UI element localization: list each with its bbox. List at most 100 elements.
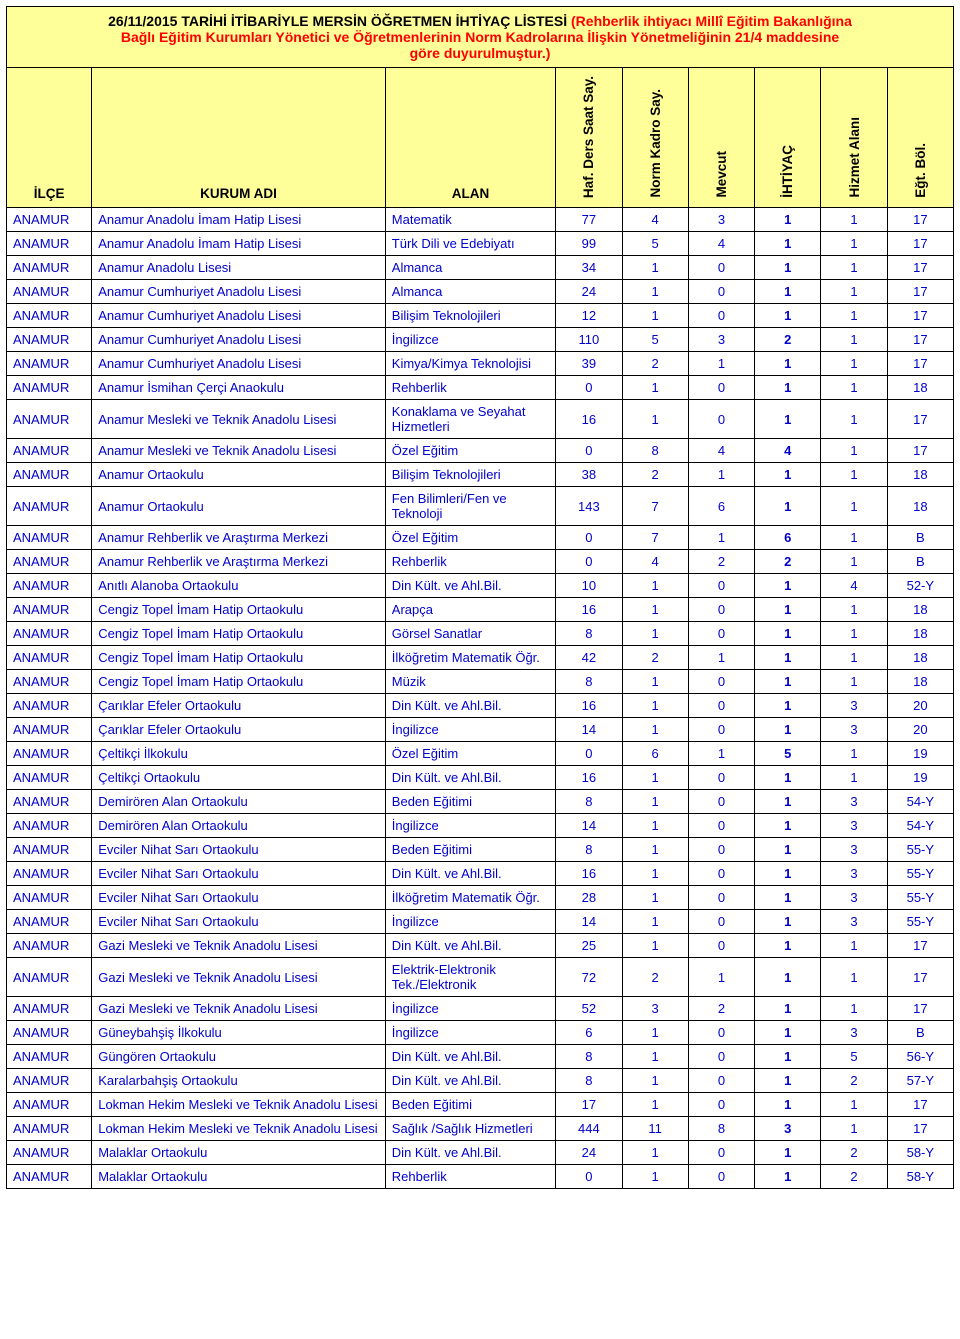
cell-mev: 8	[688, 1117, 754, 1141]
table-row: ANAMURAnamur Cumhuriyet Anadolu LisesiBi…	[7, 304, 954, 328]
cell-kurum: Çarıklar Efeler Ortaokulu	[92, 694, 386, 718]
cell-mev: 3	[688, 328, 754, 352]
table-row: ANAMURLokman Hekim Mesleki ve Teknik Ana…	[7, 1093, 954, 1117]
cell-haf: 16	[556, 766, 622, 790]
cell-haf: 14	[556, 718, 622, 742]
cell-ilce: ANAMUR	[7, 814, 92, 838]
cell-norm: 1	[622, 1069, 688, 1093]
cell-egt: 17	[887, 280, 953, 304]
cell-mev: 0	[688, 790, 754, 814]
cell-iht: 1	[755, 694, 821, 718]
cell-haf: 39	[556, 352, 622, 376]
cell-hiz: 1	[821, 304, 887, 328]
cell-alan: Din Kült. ve Ahl.Bil.	[385, 1069, 555, 1093]
cell-kurum: Cengiz Topel İmam Hatip Ortaokulu	[92, 622, 386, 646]
col-hizmet: Hizmet Alanı	[821, 68, 887, 208]
cell-alan: Fen Bilimleri/Fen ve Teknoloji	[385, 487, 555, 526]
cell-alan: İngilizce	[385, 997, 555, 1021]
cell-kurum: Anamur Cumhuriyet Anadolu Lisesi	[92, 328, 386, 352]
cell-kurum: Anamur Anadolu Lisesi	[92, 256, 386, 280]
cell-alan: İngilizce	[385, 1021, 555, 1045]
cell-ilce: ANAMUR	[7, 1021, 92, 1045]
cell-ilce: ANAMUR	[7, 550, 92, 574]
cell-hiz: 1	[821, 526, 887, 550]
cell-iht: 1	[755, 574, 821, 598]
cell-haf: 42	[556, 646, 622, 670]
cell-kurum: Gazi Mesleki ve Teknik Anadolu Lisesi	[92, 997, 386, 1021]
cell-hiz: 1	[821, 670, 887, 694]
cell-haf: 17	[556, 1093, 622, 1117]
cell-mev: 0	[688, 304, 754, 328]
cell-iht: 1	[755, 814, 821, 838]
cell-alan: Din Kült. ve Ahl.Bil.	[385, 862, 555, 886]
cell-haf: 16	[556, 400, 622, 439]
cell-hiz: 3	[821, 838, 887, 862]
cell-mev: 1	[688, 958, 754, 997]
cell-egt: 56-Y	[887, 1045, 953, 1069]
cell-ilce: ANAMUR	[7, 1165, 92, 1189]
cell-norm: 5	[622, 328, 688, 352]
cell-ilce: ANAMUR	[7, 304, 92, 328]
table-row: ANAMURAnamur Rehberlik ve Araştırma Merk…	[7, 550, 954, 574]
cell-alan: İngilizce	[385, 910, 555, 934]
cell-norm: 1	[622, 622, 688, 646]
cell-hiz: 1	[821, 463, 887, 487]
cell-alan: Beden Eğitimi	[385, 790, 555, 814]
cell-kurum: Anıtlı Alanoba Ortaokulu	[92, 574, 386, 598]
cell-hiz: 1	[821, 208, 887, 232]
cell-egt: B	[887, 526, 953, 550]
cell-kurum: Cengiz Topel İmam Hatip Ortaokulu	[92, 598, 386, 622]
cell-alan: Din Kült. ve Ahl.Bil.	[385, 934, 555, 958]
cell-norm: 1	[622, 1021, 688, 1045]
cell-kurum: Güneybahşiş İlkokulu	[92, 1021, 386, 1045]
cell-mev: 0	[688, 862, 754, 886]
cell-mev: 0	[688, 574, 754, 598]
cell-iht: 1	[755, 718, 821, 742]
cell-norm: 2	[622, 646, 688, 670]
cell-egt: 55-Y	[887, 838, 953, 862]
cell-haf: 0	[556, 550, 622, 574]
cell-hiz: 1	[821, 232, 887, 256]
cell-mev: 0	[688, 400, 754, 439]
cell-hiz: 3	[821, 1021, 887, 1045]
cell-alan: İlköğretim Matematik Öğr.	[385, 646, 555, 670]
cell-hiz: 1	[821, 328, 887, 352]
cell-kurum: Lokman Hekim Mesleki ve Teknik Anadolu L…	[92, 1117, 386, 1141]
col-alan: ALAN	[385, 68, 555, 208]
cell-kurum: Cengiz Topel İmam Hatip Ortaokulu	[92, 670, 386, 694]
cell-kurum: Evciler Nihat Sarı Ortaokulu	[92, 838, 386, 862]
cell-kurum: Cengiz Topel İmam Hatip Ortaokulu	[92, 646, 386, 670]
cell-mev: 0	[688, 622, 754, 646]
cell-haf: 52	[556, 997, 622, 1021]
cell-alan: Din Kült. ve Ahl.Bil.	[385, 766, 555, 790]
cell-egt: B	[887, 550, 953, 574]
cell-haf: 16	[556, 862, 622, 886]
cell-ilce: ANAMUR	[7, 439, 92, 463]
cell-egt: 20	[887, 718, 953, 742]
cell-iht: 1	[755, 997, 821, 1021]
cell-mev: 0	[688, 280, 754, 304]
cell-iht: 1	[755, 838, 821, 862]
cell-norm: 8	[622, 439, 688, 463]
cell-ilce: ANAMUR	[7, 574, 92, 598]
cell-mev: 0	[688, 376, 754, 400]
title-line3: göre duyurulmuştur.)	[410, 45, 551, 61]
cell-iht: 1	[755, 670, 821, 694]
cell-alan: İlköğretim Matematik Öğr.	[385, 886, 555, 910]
cell-alan: Bilişim Teknolojileri	[385, 463, 555, 487]
cell-norm: 1	[622, 1141, 688, 1165]
table-row: ANAMUREvciler Nihat Sarı OrtaokuluBeden …	[7, 838, 954, 862]
cell-hiz: 2	[821, 1069, 887, 1093]
cell-iht: 1	[755, 352, 821, 376]
col-mevcut: Mevcut	[688, 68, 754, 208]
cell-kurum: Evciler Nihat Sarı Ortaokulu	[92, 886, 386, 910]
cell-ilce: ANAMUR	[7, 766, 92, 790]
cell-ilce: ANAMUR	[7, 934, 92, 958]
cell-kurum: Lokman Hekim Mesleki ve Teknik Anadolu L…	[92, 1093, 386, 1117]
cell-mev: 0	[688, 598, 754, 622]
cell-norm: 7	[622, 487, 688, 526]
cell-haf: 77	[556, 208, 622, 232]
cell-hiz: 1	[821, 439, 887, 463]
cell-norm: 4	[622, 550, 688, 574]
cell-kurum: Malaklar Ortaokulu	[92, 1141, 386, 1165]
